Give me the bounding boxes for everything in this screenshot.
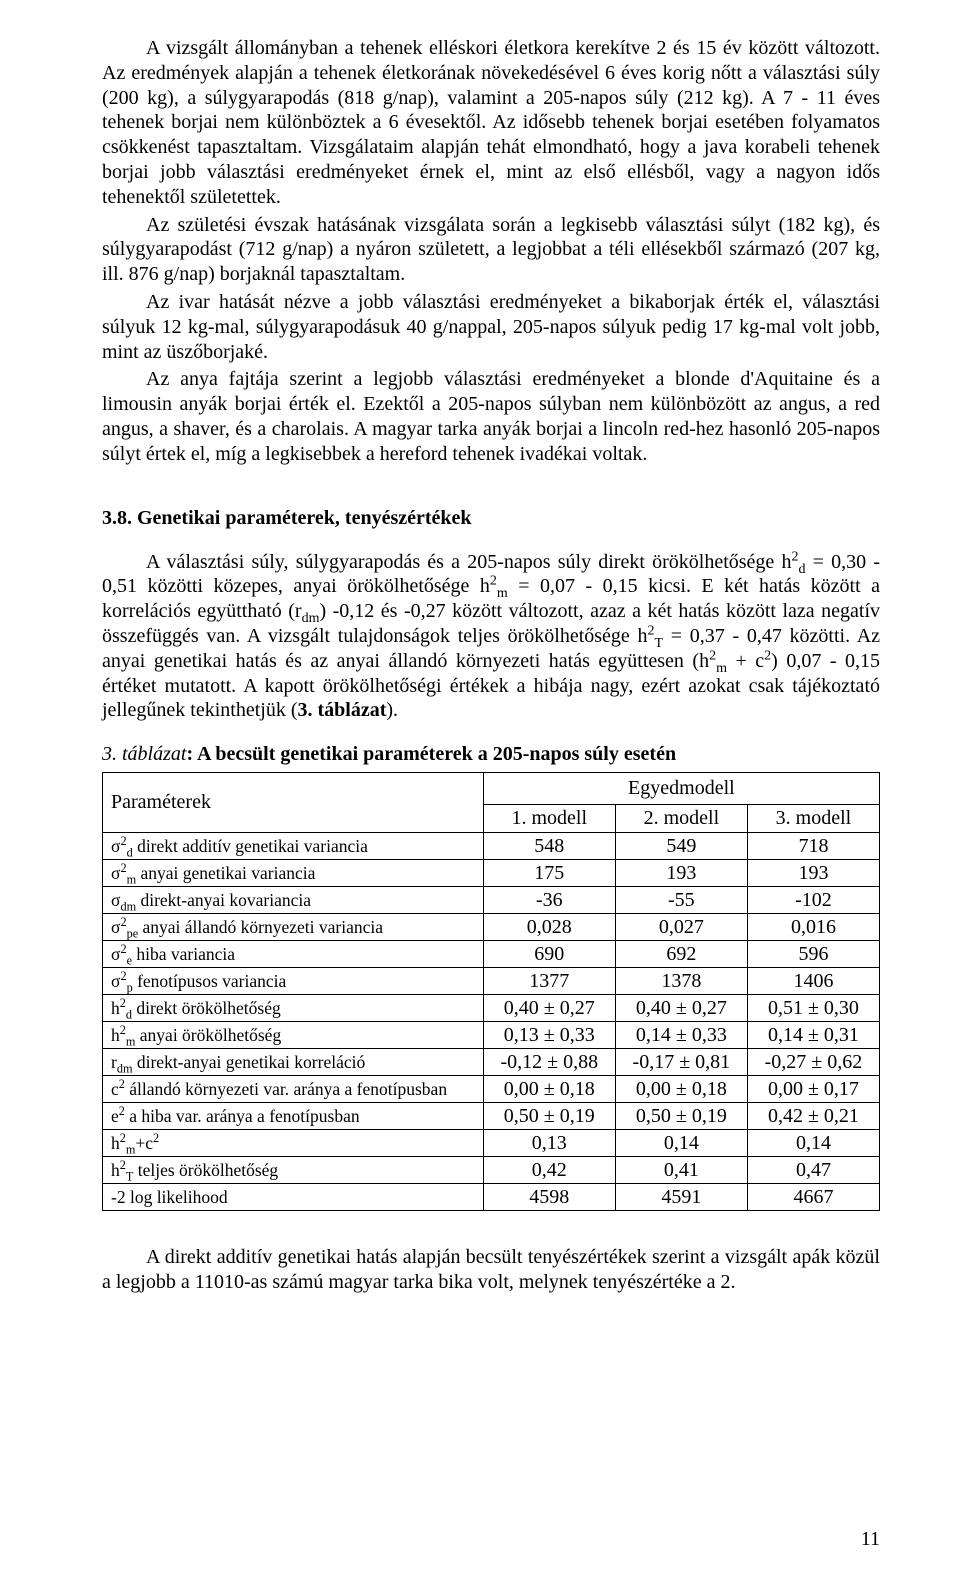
genetic-parameters-table: Paraméterek Egyedmodell 1. modell 2. mod… (102, 772, 880, 1211)
cell: 0,00 ± 0,18 (483, 1076, 615, 1103)
cell: 193 (747, 860, 879, 887)
header-model-3: 3. modell (747, 805, 879, 833)
table-row: h2m anyai örökölhetőség0,13 ± 0,330,14 ±… (103, 1022, 880, 1049)
section-heading: 3.8. Genetikai paraméterek, tenyészérték… (102, 507, 880, 530)
cell: 0,42 (483, 1157, 615, 1184)
cell: 718 (747, 833, 879, 860)
row-label: h2m anyai örökölhetőség (103, 1022, 484, 1049)
table-header-row-1: Paraméterek Egyedmodell (103, 773, 880, 805)
cell: 0,40 ± 0,27 (483, 995, 615, 1022)
header-param: Paraméterek (103, 773, 484, 833)
row-label: rdm direkt-anyai genetikai korreláció (103, 1049, 484, 1076)
header-model-1: 1. modell (483, 805, 615, 833)
sup-2c: 2 (648, 623, 655, 638)
row-label: σ2m anyai genetikai variancia (103, 860, 484, 887)
cell: 692 (615, 941, 747, 968)
paragraph-6: A direkt additív genetikai hatás alapján… (102, 1245, 880, 1295)
p5-bold: 3. táblázat (298, 699, 387, 721)
cell: 690 (483, 941, 615, 968)
cell: 0,14 (747, 1130, 879, 1157)
row-label: σdm direkt-anyai kovariancia (103, 887, 484, 914)
p5-text-f: + c (727, 650, 764, 672)
cell: 4598 (483, 1184, 615, 1211)
header-model-2: 2. modell (615, 805, 747, 833)
cell: -0,27 ± 0,62 (747, 1049, 879, 1076)
cell: 0,50 ± 0,19 (483, 1103, 615, 1130)
row-label: σ2p fenotípusos variancia (103, 968, 484, 995)
table-row: σ2m anyai genetikai variancia175193193 (103, 860, 880, 887)
cell: 0,14 ± 0,31 (747, 1022, 879, 1049)
table-row: h2d direkt örökölhetőség0,40 ± 0,270,40 … (103, 995, 880, 1022)
p5-text-i: ). (386, 699, 398, 721)
row-label: h2T teljes örökölhetőség (103, 1157, 484, 1184)
paragraph-2: Az születési évszak hatásának vizsgálata… (102, 213, 880, 287)
row-label: h2d direkt örökölhetőség (103, 995, 484, 1022)
cell: 549 (615, 833, 747, 860)
paragraph-4: Az anya fajtája szerint a legjobb válasz… (102, 367, 880, 466)
cell: -0,12 ± 0,88 (483, 1049, 615, 1076)
table-row: σ2e hiba variancia690692596 (103, 941, 880, 968)
table-row: h2T teljes örökölhetőség0,420,410,47 (103, 1157, 880, 1184)
sub-m2: m (716, 661, 727, 676)
cell: 1377 (483, 968, 615, 995)
table-row: -2 log likelihood459845914667 (103, 1184, 880, 1211)
cell: 0,13 (483, 1130, 615, 1157)
cell: 0,40 ± 0,27 (615, 995, 747, 1022)
cell: 0,42 ± 0,21 (747, 1103, 879, 1130)
cell: 0,028 (483, 914, 615, 941)
cell: 0,41 (615, 1157, 747, 1184)
cell: -0,17 ± 0,81 (615, 1049, 747, 1076)
cell: 0,00 ± 0,17 (747, 1076, 879, 1103)
row-label: e2 a hiba var. aránya a fenotípusban (103, 1103, 484, 1130)
paragraph-1: A vizsgált állományban a tehenek ellésko… (102, 36, 880, 210)
cell: 0,14 ± 0,33 (615, 1022, 747, 1049)
table-row: σ2pe anyai állandó környezeti variancia0… (103, 914, 880, 941)
paragraph-5: A választási súly, súlygyarapodás és a 2… (102, 550, 880, 724)
cell: 1378 (615, 968, 747, 995)
cell: 0,14 (615, 1130, 747, 1157)
table-row: σ2p fenotípusos variancia137713781406 (103, 968, 880, 995)
table-row: c2 állandó környezeti var. aránya a feno… (103, 1076, 880, 1103)
row-label: σ2d direkt additív genetikai variancia (103, 833, 484, 860)
cell: 0,00 ± 0,18 (615, 1076, 747, 1103)
cell: 4591 (615, 1184, 747, 1211)
table-row: e2 a hiba var. aránya a fenotípusban0,50… (103, 1103, 880, 1130)
cell: 0,47 (747, 1157, 879, 1184)
row-label: h2m+c2 (103, 1130, 484, 1157)
row-label: σ2pe anyai állandó környezeti variancia (103, 914, 484, 941)
row-label: c2 állandó környezeti var. aránya a feno… (103, 1076, 484, 1103)
cell: 193 (615, 860, 747, 887)
table-row: rdm direkt-anyai genetikai korreláció-0,… (103, 1049, 880, 1076)
table-caption-prefix: 3. táblázat (102, 743, 186, 765)
cell: 0,027 (615, 914, 747, 941)
table-caption-rest: : A becsült genetikai paraméterek a 205-… (186, 743, 676, 765)
table-row: σdm direkt-anyai kovariancia-36-55-102 (103, 887, 880, 914)
cell: 0,13 ± 0,33 (483, 1022, 615, 1049)
table-caption: 3. táblázat: A becsült genetikai paramét… (102, 743, 880, 766)
paragraph-3: Az ivar hatását nézve a jobb választási … (102, 290, 880, 364)
sub-t: T (655, 636, 664, 651)
cell: -36 (483, 887, 615, 914)
cell: 0,51 ± 0,30 (747, 995, 879, 1022)
cell: 0,016 (747, 914, 879, 941)
sub-dm: dm (302, 611, 320, 626)
cell: 548 (483, 833, 615, 860)
row-label: σ2e hiba variancia (103, 941, 484, 968)
table-row: σ2d direkt additív genetikai variancia54… (103, 833, 880, 860)
cell: 596 (747, 941, 879, 968)
p5-text-a: A választási súly, súlygyarapodás és a 2… (146, 551, 791, 573)
cell: 175 (483, 860, 615, 887)
table-row: h2m+c20,130,140,14 (103, 1130, 880, 1157)
sup-2b: 2 (490, 574, 497, 589)
cell: 4667 (747, 1184, 879, 1211)
cell: -55 (615, 887, 747, 914)
cell: -102 (747, 887, 879, 914)
header-egyedmodell: Egyedmodell (483, 773, 879, 805)
page-number: 11 (861, 1528, 880, 1551)
cell: 0,50 ± 0,19 (615, 1103, 747, 1130)
cell: 1406 (747, 968, 879, 995)
row-label: -2 log likelihood (103, 1184, 484, 1211)
